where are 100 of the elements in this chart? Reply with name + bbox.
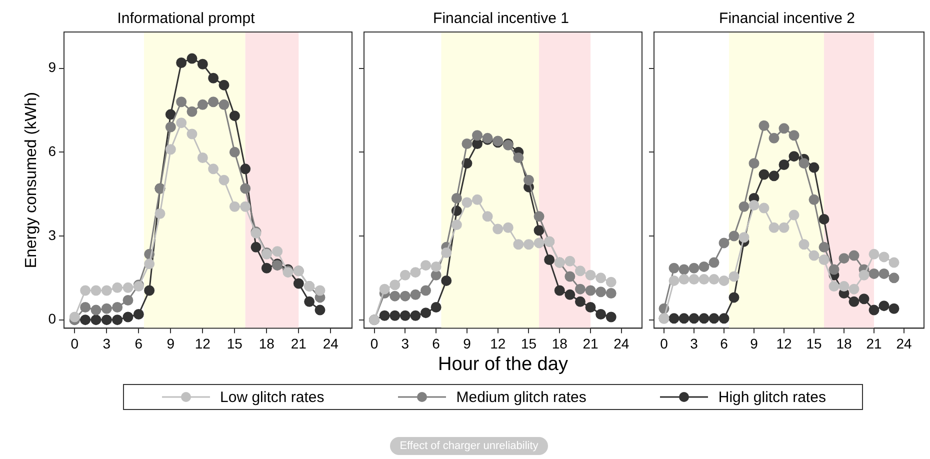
point: [410, 310, 421, 321]
point: [768, 132, 780, 144]
point: [718, 238, 730, 248]
point: [668, 313, 680, 324]
point: [400, 310, 410, 321]
point: [838, 281, 850, 292]
point: [144, 258, 155, 270]
point: [133, 308, 144, 320]
x-tick-label: 9: [166, 335, 175, 352]
x-tick-label: 12: [490, 335, 506, 352]
point: [838, 253, 850, 264]
x-tick-label: 3: [102, 335, 111, 352]
point: [390, 290, 400, 302]
point: [554, 285, 565, 296]
point: [858, 294, 870, 304]
point: [585, 270, 596, 280]
x-tick-label: 3: [690, 335, 698, 352]
x-tick-label: 9: [463, 335, 472, 352]
point: [112, 302, 123, 312]
point: [668, 262, 680, 274]
point: [534, 211, 544, 222]
point: [472, 138, 483, 150]
point: [596, 272, 606, 284]
point: [728, 271, 740, 282]
point: [112, 314, 123, 326]
x-tick-label: 18: [552, 335, 568, 352]
point: [165, 144, 176, 155]
point: [808, 250, 820, 261]
x-tick-label: 12: [194, 335, 211, 352]
point: [818, 214, 830, 224]
point: [176, 57, 187, 68]
point: [708, 257, 720, 268]
x-tick-label: 6: [720, 335, 728, 352]
x-tick-label: 15: [226, 335, 243, 352]
point: [165, 122, 176, 132]
point: [420, 260, 432, 271]
point: [218, 99, 230, 110]
chart-title: Financial incentive 1: [433, 10, 569, 28]
point: [314, 285, 326, 296]
point: [197, 58, 208, 70]
point: [186, 128, 198, 140]
x-tick-label: 24: [322, 335, 339, 352]
point: [738, 232, 750, 243]
point: [778, 222, 790, 233]
point: [451, 193, 462, 204]
x-tick-label: 12: [776, 335, 792, 352]
point: [678, 274, 690, 285]
point: [272, 246, 283, 257]
point: [208, 96, 219, 108]
point: [186, 106, 198, 117]
x-tick-label: 24: [614, 335, 630, 352]
x-tick-label: 18: [258, 335, 275, 352]
point: [122, 282, 134, 293]
x-tick-label: 3: [401, 335, 410, 352]
point: [778, 159, 790, 170]
point: [544, 254, 555, 265]
y-tick-label: 0: [48, 310, 56, 327]
point: [788, 210, 800, 220]
point: [534, 238, 544, 248]
point: [462, 138, 472, 150]
point: [848, 296, 860, 307]
point: [708, 313, 720, 324]
point: [878, 300, 890, 312]
point: [718, 313, 730, 324]
point: [101, 303, 112, 314]
point: [90, 314, 102, 326]
x-tick-label: 21: [582, 335, 599, 352]
y-tick-label: 6: [48, 143, 56, 160]
point: [410, 267, 421, 278]
point: [390, 310, 400, 321]
point: [430, 261, 442, 272]
point: [828, 281, 840, 292]
point: [606, 312, 616, 322]
point: [688, 274, 700, 285]
point: [748, 158, 760, 169]
point: [90, 285, 102, 296]
point: [240, 201, 251, 212]
point: [101, 285, 112, 296]
point: [878, 268, 890, 279]
x-tick-label: 21: [866, 335, 882, 352]
point: [808, 194, 820, 205]
point: [80, 302, 91, 312]
point: [80, 314, 91, 326]
point: [430, 270, 442, 280]
x-tick-label: 6: [432, 335, 440, 352]
point: [564, 256, 576, 266]
point: [420, 285, 432, 296]
point: [390, 280, 400, 290]
point: [574, 296, 586, 307]
point: [101, 314, 112, 326]
point: [492, 224, 504, 234]
point: [778, 123, 790, 134]
x-tick-label: 18: [836, 335, 852, 352]
point: [748, 200, 760, 210]
point: [229, 110, 240, 122]
x-tick-label: 21: [290, 335, 307, 352]
point: [240, 164, 251, 174]
point: [472, 194, 483, 205]
point: [574, 284, 586, 294]
point: [218, 174, 230, 186]
